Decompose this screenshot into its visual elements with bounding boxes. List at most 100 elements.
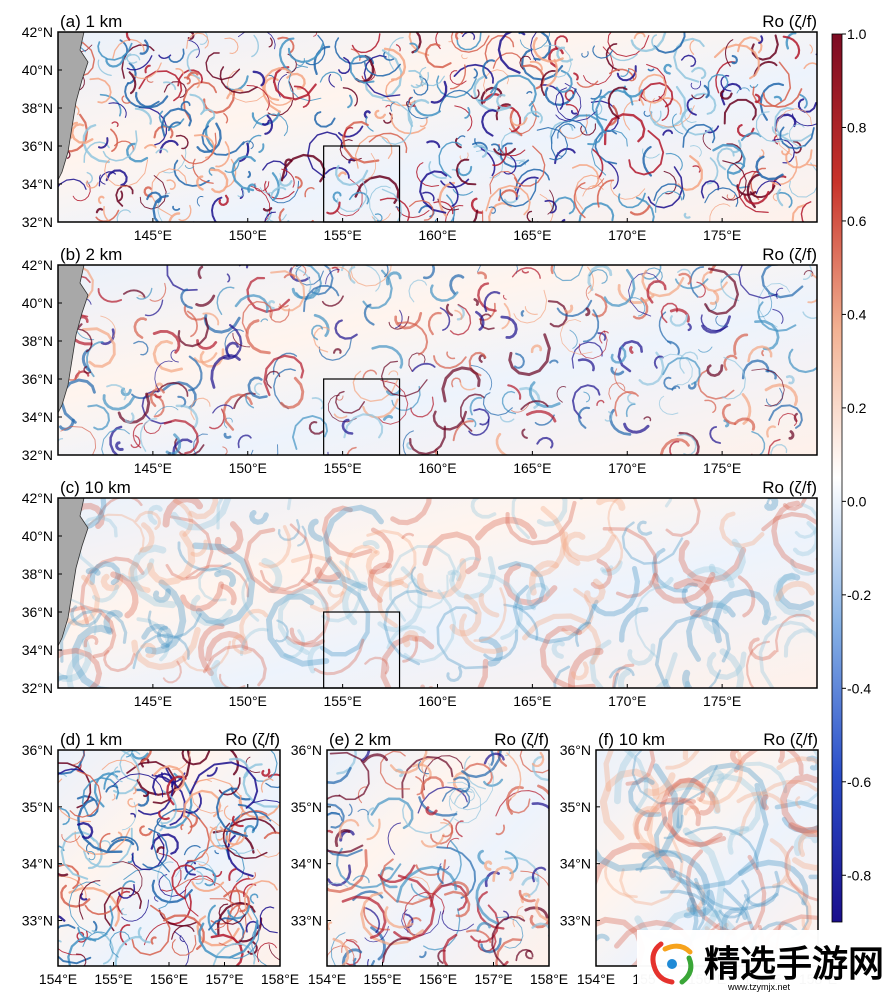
watermark-url: www.tzymjx.net [727,982,791,992]
inset-box [323,611,401,689]
watermark-logo-icon [650,941,694,985]
panel-label: (e) 2 km [329,730,391,749]
x-tick-label: 155°E [323,460,361,476]
x-tick-label: 145°E [134,460,172,476]
variable-label: Ro (ζ/f) [225,730,280,749]
x-tick-label: 165°E [513,693,551,709]
x-tick-label: 155°E [323,693,361,709]
x-tick-label: 156°E [419,971,457,987]
y-tick-label: 40°N [22,62,53,78]
x-tick-label: 154°E [577,971,615,987]
vorticity-field [58,32,817,222]
y-tick-label: 34°N [22,856,53,872]
colorbar-gradient [831,33,843,923]
x-tick-label: 157°E [474,971,512,987]
panel-c: 145°E 150°E 155°E 160°E 165°E 170°E 175°E 32°N 3… [22,478,818,709]
colorbar-tick-label: 0.8 [847,119,867,135]
y-tick-label: 33°N [560,913,591,929]
colorbar-tick-label: -0.4 [847,680,871,696]
x-tick-label: 175°E [703,227,741,243]
x-tick-label: 165°E [513,460,551,476]
colorbar-tick-label: -0.8 [847,867,871,883]
x-tick-label: 160°E [418,693,456,709]
variable-label: Ro (ζ/f) [763,730,818,749]
x-tick-label: 170°E [608,460,646,476]
y-tick-label: 36°N [291,742,322,758]
y-tick-label: 32°N [22,680,53,696]
variable-label: Ro (ζ/f) [762,478,817,497]
x-tick-label: 175°E [703,693,741,709]
vorticity-field [327,750,549,966]
colorbar: 1.0 0.8 0.6 0.4 0.2 0.0 -0.2 -0.4 -0.6 -0.8 [831,26,871,923]
x-tick-label: 170°E [608,227,646,243]
colorbar-tick-label: -0.6 [847,774,871,790]
panel-label: (f) 10 km [598,730,665,749]
x-tick-label: 170°E [608,693,646,709]
y-tick-label: 33°N [22,913,53,929]
land-mask [58,32,89,181]
y-tick-label: 34°N [22,642,53,658]
y-tick-label: 42°N [22,490,53,506]
y-tick-label: 34°N [22,176,53,192]
y-tick-label: 34°N [291,856,322,872]
variable-label: Ro (ζ/f) [762,12,817,31]
y-tick-label: 33°N [291,913,322,929]
x-tick-label: 150°E [229,227,267,243]
watermark-background [637,930,875,994]
y-tick-label: 42°N [22,257,53,273]
y-tick-label: 40°N [22,295,53,311]
x-tick-label: 145°E [134,227,172,243]
colorbar-tick-label: -0.2 [847,587,871,603]
y-tick-label: 32°N [22,214,53,230]
y-tick-label: 35°N [560,799,591,815]
panel-label: (a) 1 km [60,12,122,31]
x-tick-label: 155°E [323,227,361,243]
vorticity-field [58,498,817,688]
x-tick-label: 154°E [39,971,77,987]
inset-box [323,378,401,456]
land-mask [58,498,89,647]
x-tick-label: 150°E [229,693,267,709]
y-tick-label: 32°N [22,447,53,463]
x-tick-label: 175°E [703,460,741,476]
y-tick-label: 34°N [560,856,591,872]
x-tick-label: 145°E [134,693,172,709]
y-tick-label: 34°N [22,409,53,425]
panel-label: (c) 10 km [60,478,131,497]
watermark-site-name: 精选手游网 [704,943,884,984]
panel-a: 145°E 150°E 155°E 160°E 165°E 170°E 175°E 32°N 3… [22,12,818,243]
y-tick-label: 36°N [22,371,53,387]
x-tick-label: 154°E [308,971,346,987]
colorbar-tick-label: 1.0 [847,26,867,42]
x-tick-label: 158°E [530,971,568,987]
y-tick-label: 35°N [291,799,322,815]
x-tick-label: 155°E [363,971,401,987]
variable-label: Ro (ζ/f) [494,730,549,749]
x-tick-label: 165°E [513,227,551,243]
y-tick-label: 36°N [22,138,53,154]
colorbar-tick-label: 0.0 [847,493,867,509]
watermark: 精选手游网 www.tzymjx.net [637,930,884,994]
x-tick-label: 155°E [94,971,132,987]
panel-e: 154°E 155°E 156°E 157°E 158°E 33°N 34°N 35°N 36°… [291,730,568,987]
y-tick-label: 38°N [22,333,53,349]
x-tick-label: 160°E [418,460,456,476]
panel-d: 154°E 155°E 156°E 157°E 158°E 33°N 34°N 35°N 36°… [22,730,299,987]
y-tick-label: 36°N [560,742,591,758]
y-tick-label: 36°N [22,742,53,758]
x-tick-label: 150°E [229,460,267,476]
y-tick-label: 42°N [22,24,53,40]
x-tick-label: 160°E [418,227,456,243]
y-tick-label: 40°N [22,528,53,544]
y-tick-label: 35°N [22,799,53,815]
y-tick-label: 38°N [22,566,53,582]
x-tick-label: 157°E [205,971,243,987]
colorbar-tick-label: 0.4 [847,306,867,322]
vorticity-field [58,265,817,455]
panels: 145°E 150°E 155°E 160°E 165°E 170°E 175°E 32°N 3… [22,12,837,987]
vorticity-field [58,750,280,966]
y-tick-label: 38°N [22,100,53,116]
land-mask [58,265,89,414]
variable-label: Ro (ζ/f) [762,245,817,264]
